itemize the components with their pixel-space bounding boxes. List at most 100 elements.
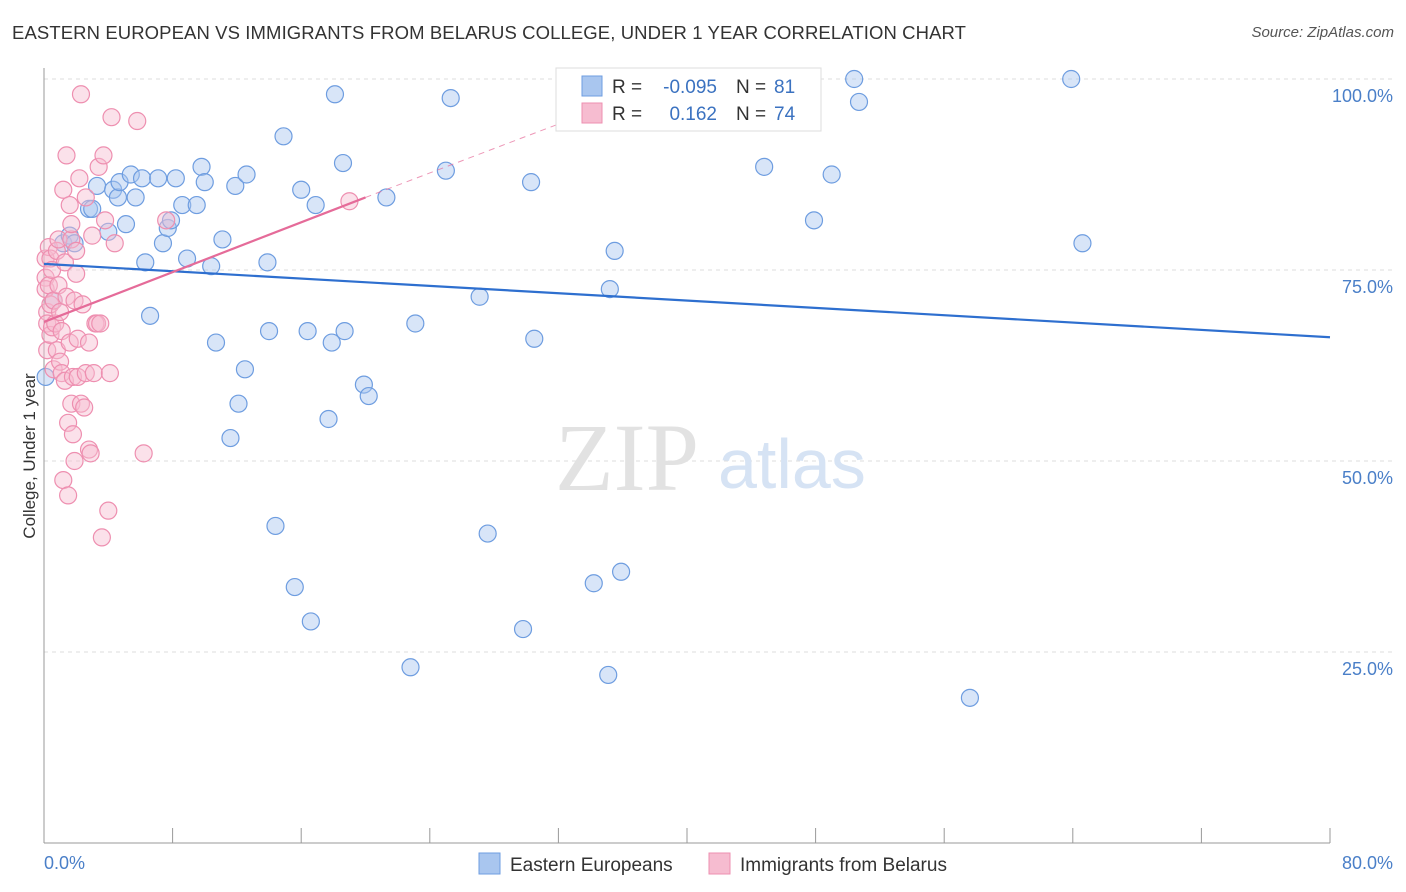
point-immigrants-belarus (92, 528, 111, 547)
legend-top-n-label-2: N = (736, 104, 766, 125)
point-eastern-europeans (116, 215, 136, 234)
point-eastern-europeans (126, 188, 145, 207)
point-eastern-europeans (845, 69, 864, 89)
point-eastern-europeans (600, 280, 619, 299)
point-eastern-europeans (322, 333, 341, 352)
point-eastern-europeans (153, 234, 173, 253)
point-eastern-europeans (1073, 234, 1092, 253)
point-eastern-europeans (599, 665, 618, 685)
x-tick-label-min: 0.0% (44, 853, 85, 873)
point-immigrants-belarus (55, 253, 74, 272)
point-immigrants-belarus (59, 486, 78, 505)
point-eastern-europeans (521, 173, 541, 192)
point-eastern-europeans (525, 329, 544, 348)
point-eastern-europeans (140, 306, 160, 325)
point-eastern-europeans (325, 85, 345, 104)
point-eastern-europeans (121, 165, 140, 184)
y-axis-title: College, Under 1 year (20, 373, 39, 539)
trend-line-immigrants-belarus (43, 196, 366, 323)
point-eastern-europeans (149, 169, 168, 188)
point-immigrants-belarus (105, 234, 124, 253)
point-immigrants-belarus (68, 329, 87, 348)
point-eastern-europeans (849, 92, 869, 112)
point-eastern-europeans (1062, 69, 1081, 89)
x-tick-label-max: 80.0% (1342, 853, 1393, 873)
point-immigrants-belarus (99, 501, 118, 520)
watermark-atlas: atlas (718, 425, 866, 503)
legend-label-eastern-europeans: Eastern Europeans (510, 855, 673, 876)
point-immigrants-belarus (59, 413, 78, 432)
point-immigrants-belarus (81, 444, 100, 463)
point-eastern-europeans (605, 241, 624, 260)
point-immigrants-belarus (71, 85, 91, 104)
point-eastern-europeans (335, 322, 354, 341)
legend-top-n-value-1: 81 (774, 77, 795, 98)
point-eastern-europeans (319, 409, 338, 429)
point-immigrants-belarus (63, 425, 83, 444)
point-eastern-europeans (292, 180, 311, 199)
legend-top-r-label-2: R = (612, 104, 642, 125)
legend-label-immigrants-belarus: Immigrants from Belarus (740, 855, 947, 876)
point-eastern-europeans (229, 394, 248, 413)
point-immigrants-belarus (84, 364, 103, 383)
y-tick-label: 100.0% (1332, 86, 1393, 106)
legend-top-n-value-2: 74 (774, 104, 796, 125)
point-eastern-europeans (804, 211, 824, 230)
point-eastern-europeans (136, 253, 155, 272)
point-eastern-europeans (611, 562, 631, 581)
point-eastern-europeans (513, 619, 533, 639)
chart-source: Source: ZipAtlas.com (1251, 24, 1394, 41)
series-eastern-europeans (36, 69, 1092, 707)
legend-top-swatch-blue (581, 75, 603, 97)
point-eastern-europeans (274, 127, 293, 146)
series-immigrants-belarus (36, 85, 359, 547)
y-tick-label: 25.0% (1342, 659, 1393, 679)
y-tick-label: 75.0% (1342, 277, 1393, 297)
point-eastern-europeans (173, 195, 192, 215)
point-eastern-europeans (470, 287, 489, 306)
point-eastern-europeans (354, 375, 373, 394)
trend-line-eastern-europeans (43, 262, 1331, 339)
point-immigrants-belarus (100, 364, 120, 383)
point-immigrants-belarus (157, 211, 176, 230)
point-eastern-europeans (266, 516, 285, 536)
point-eastern-europeans (822, 165, 841, 184)
point-eastern-europeans (213, 230, 232, 249)
legend-top-r-label-1: R = (612, 77, 642, 98)
point-immigrants-belarus (38, 341, 57, 360)
x-axis-ticks (43, 828, 1331, 843)
point-eastern-europeans (441, 88, 460, 108)
legend-top-r-value-1: -0.095 (663, 77, 717, 98)
point-eastern-europeans (206, 333, 226, 352)
point-immigrants-belarus (49, 230, 68, 249)
point-immigrants-belarus (65, 451, 84, 471)
point-immigrants-belarus (95, 211, 115, 230)
point-eastern-europeans (192, 157, 211, 176)
legend-top: R = -0.095 N = 81 R = 0.162 N = 74 (555, 67, 822, 132)
point-eastern-europeans (235, 360, 255, 379)
point-eastern-europeans (161, 211, 181, 230)
legend-swatch-immigrants-belarus (708, 852, 731, 875)
point-immigrants-belarus (91, 314, 110, 333)
point-immigrants-belarus (50, 352, 70, 371)
point-immigrants-belarus (75, 398, 94, 417)
point-immigrants-belarus (41, 325, 60, 345)
point-immigrants-belarus (54, 180, 73, 199)
watermark: ZIP atlas (555, 404, 866, 511)
point-immigrants-belarus (57, 146, 76, 165)
point-immigrants-belarus (89, 157, 108, 176)
point-immigrants-belarus (54, 471, 73, 490)
point-eastern-europeans (83, 199, 102, 218)
point-immigrants-belarus (83, 226, 102, 245)
point-immigrants-belarus (134, 444, 153, 463)
watermark-zip: ZIP (555, 404, 699, 511)
chart-title: EASTERN EUROPEAN VS IMMIGRANTS FROM BELA… (12, 22, 967, 43)
point-immigrants-belarus (67, 264, 86, 283)
point-immigrants-belarus (41, 249, 60, 268)
point-immigrants-belarus (70, 169, 89, 188)
point-immigrants-belarus (94, 146, 113, 165)
point-eastern-europeans (306, 195, 325, 215)
point-eastern-europeans (301, 612, 320, 631)
point-immigrants-belarus (60, 195, 79, 215)
point-eastern-europeans (478, 524, 497, 543)
